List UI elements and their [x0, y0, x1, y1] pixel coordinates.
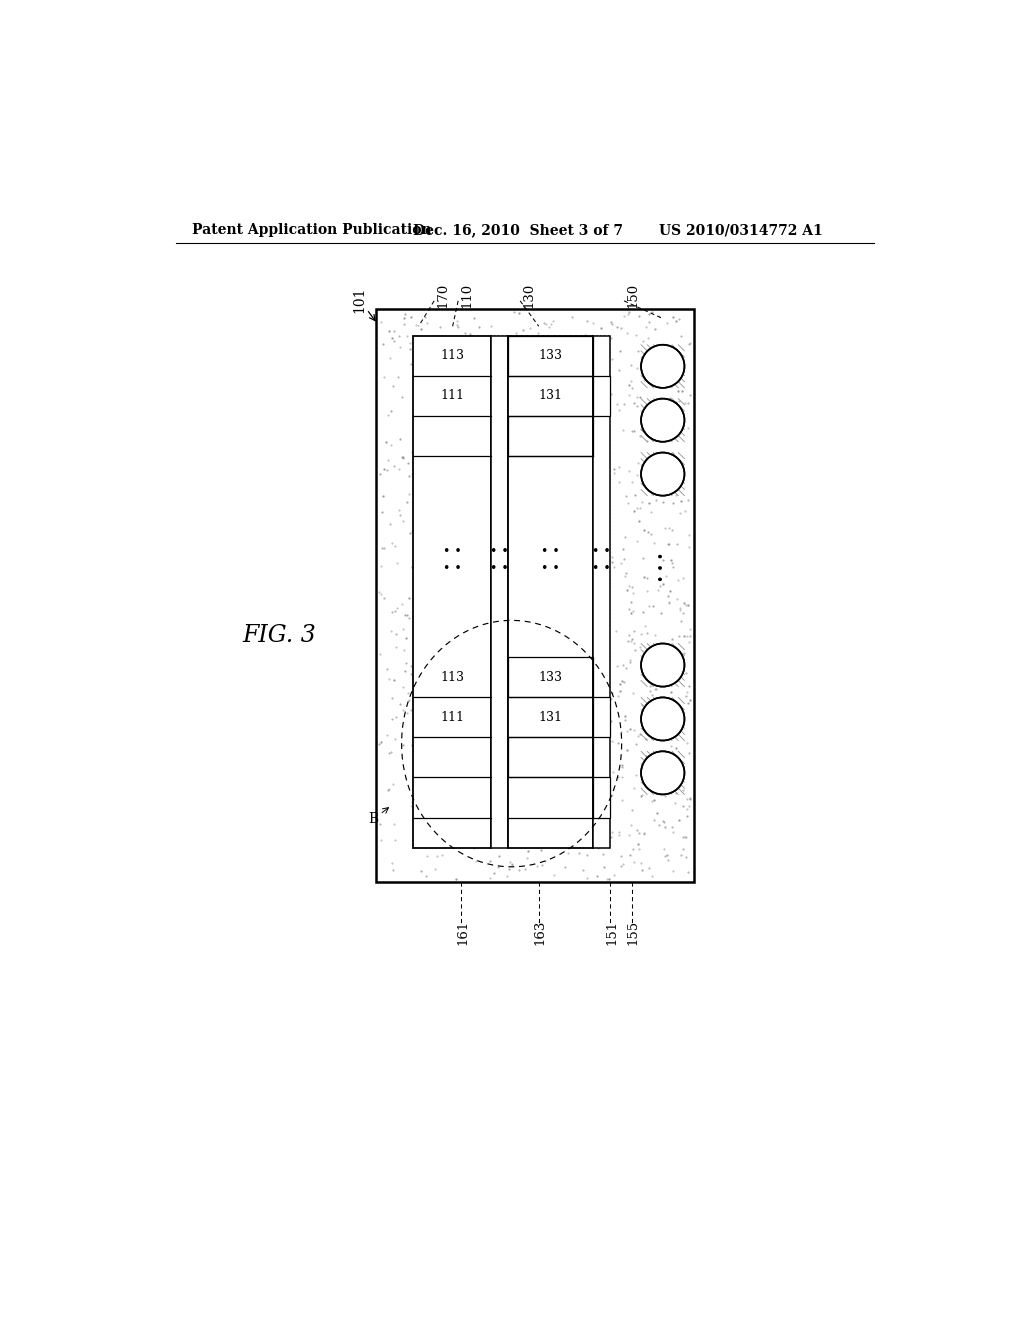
Circle shape: [641, 644, 684, 686]
Text: • • •: • • •: [656, 552, 670, 582]
Text: 163: 163: [534, 920, 547, 945]
Text: 111: 111: [440, 711, 464, 723]
Text: 130: 130: [522, 282, 536, 308]
Text: • •: • •: [541, 561, 560, 574]
Text: 111: 111: [440, 389, 464, 403]
Bar: [490, 335, 508, 847]
Text: 133: 133: [539, 671, 562, 684]
Bar: [508, 335, 593, 847]
Text: 131: 131: [539, 389, 562, 403]
Text: 150: 150: [627, 282, 639, 308]
Text: 131: 131: [539, 711, 562, 723]
Text: 110: 110: [461, 282, 473, 308]
Text: • •: • •: [442, 561, 462, 574]
Text: 161: 161: [457, 920, 469, 945]
Text: B: B: [369, 812, 379, 826]
Text: 113: 113: [440, 348, 464, 362]
Bar: [593, 697, 610, 738]
Text: Dec. 16, 2010  Sheet 3 of 7: Dec. 16, 2010 Sheet 3 of 7: [414, 223, 624, 238]
Text: 133: 133: [539, 348, 562, 362]
Bar: [593, 777, 610, 817]
Text: • •: • •: [489, 561, 509, 574]
Bar: [508, 657, 593, 697]
Text: 101: 101: [352, 286, 366, 313]
Bar: [376, 309, 693, 882]
Text: • •: • •: [442, 545, 462, 557]
Text: 155: 155: [627, 920, 640, 945]
Text: • •: • •: [489, 545, 509, 557]
Circle shape: [641, 697, 684, 741]
Text: 151: 151: [605, 920, 618, 945]
Bar: [508, 416, 593, 455]
Text: 113: 113: [440, 671, 464, 684]
Circle shape: [641, 751, 684, 795]
Circle shape: [641, 453, 684, 496]
Bar: [508, 738, 593, 777]
Text: FIG. 3: FIG. 3: [243, 624, 316, 647]
Bar: [414, 335, 490, 847]
Text: Patent Application Publication: Patent Application Publication: [191, 223, 431, 238]
Bar: [508, 335, 593, 376]
Circle shape: [641, 345, 684, 388]
Text: • •: • •: [592, 561, 611, 574]
Bar: [593, 335, 610, 847]
Text: US 2010/0314772 A1: US 2010/0314772 A1: [658, 223, 822, 238]
Bar: [593, 376, 610, 416]
Text: 170: 170: [436, 282, 450, 308]
Text: • •: • •: [541, 545, 560, 557]
Text: • •: • •: [592, 545, 611, 557]
Circle shape: [641, 399, 684, 442]
